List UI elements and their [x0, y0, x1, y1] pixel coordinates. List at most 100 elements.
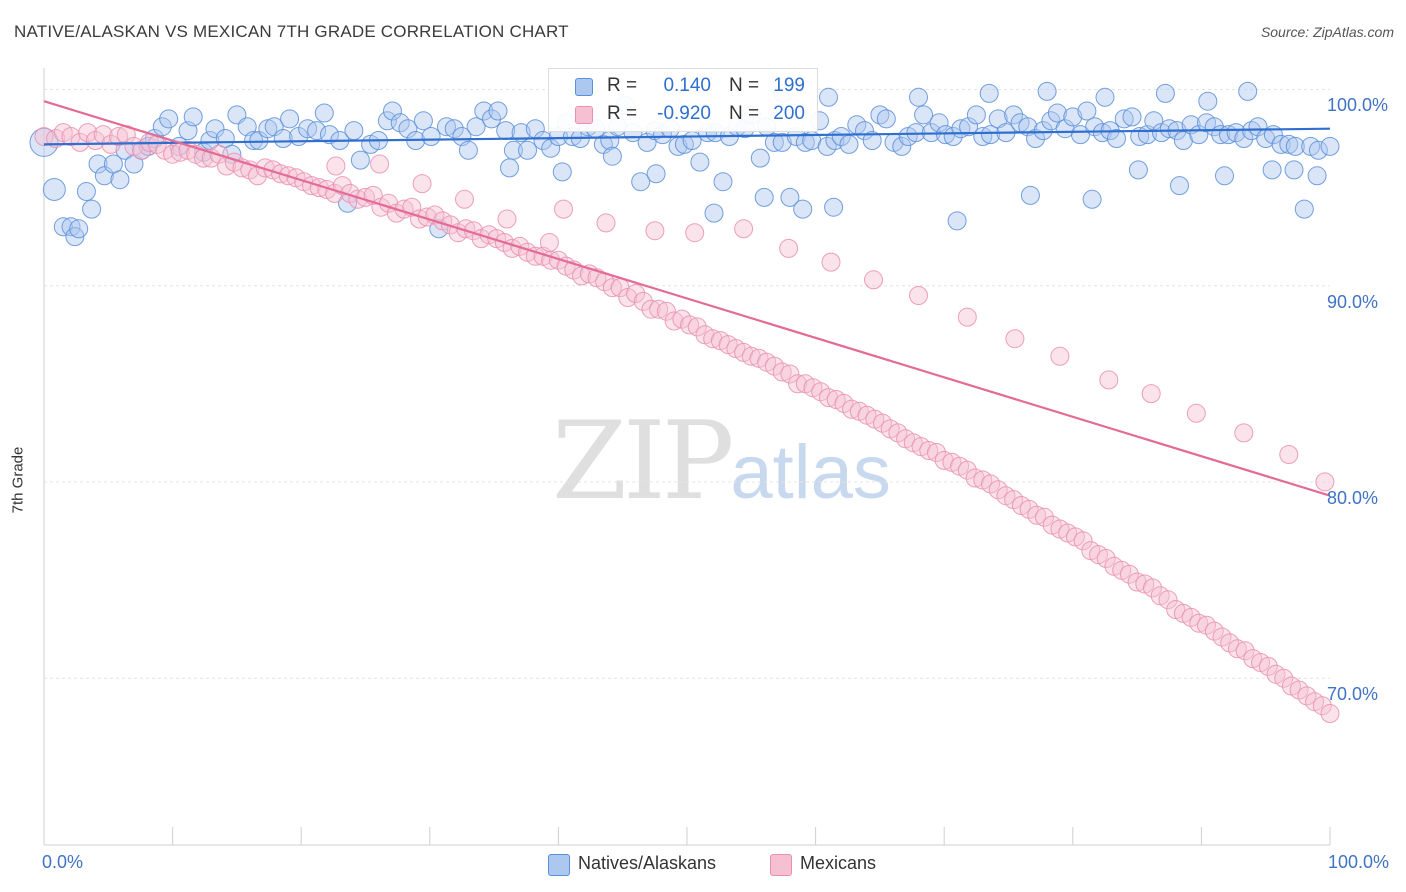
native-point	[280, 109, 300, 129]
native-point	[159, 109, 179, 129]
mexican-point	[1234, 423, 1254, 443]
native-point	[183, 107, 203, 127]
mexican-point	[672, 309, 692, 329]
native-point	[320, 125, 339, 145]
mexican-point	[1186, 403, 1206, 423]
native-point	[1238, 81, 1258, 101]
mexican-point	[412, 174, 432, 194]
mexican-point	[909, 286, 928, 305]
native-point	[1077, 101, 1097, 121]
mexican-point	[927, 443, 946, 462]
mexican-point	[788, 374, 808, 394]
native-point	[754, 187, 774, 207]
native-point	[772, 132, 792, 152]
native-point	[1226, 123, 1246, 143]
native-point	[552, 162, 572, 182]
native-point	[205, 119, 225, 139]
native-point	[488, 101, 508, 121]
mexican-point	[1312, 696, 1332, 716]
mexican-point	[1158, 590, 1178, 610]
native-point	[518, 140, 537, 160]
native-point	[602, 146, 622, 166]
mexican-point	[1235, 641, 1255, 661]
stats-legend: R = 0.140 N = 199 R = -0.920 N = 200	[548, 68, 818, 132]
native-point	[631, 172, 651, 192]
native-point	[482, 109, 501, 129]
native-point	[876, 109, 896, 129]
stats-r-label: R =	[607, 75, 638, 96]
mexican-point	[1197, 615, 1216, 635]
native-point	[959, 117, 979, 137]
native-point	[1262, 160, 1282, 180]
trend-line-natives	[43, 127, 1331, 146]
mexican-point	[1019, 499, 1039, 519]
native-point	[750, 148, 770, 168]
native-point	[244, 131, 264, 150]
mexican-point	[811, 382, 831, 402]
mexican-point	[772, 362, 792, 382]
native-point	[1033, 121, 1053, 141]
native-point	[307, 121, 327, 141]
mexican-point	[864, 270, 883, 290]
native-point	[437, 117, 456, 137]
mexican-point	[1279, 445, 1299, 464]
native-point	[690, 152, 710, 172]
native-point	[466, 117, 486, 137]
mexican-point	[1289, 680, 1309, 700]
native-point	[1114, 109, 1134, 129]
native-point	[1107, 129, 1126, 148]
native-point	[824, 197, 844, 217]
stats-r-label: R =	[607, 103, 638, 124]
mexican-point	[1005, 329, 1025, 349]
x-tick-label-max: 100.0%	[1328, 852, 1390, 872]
mexican-point	[370, 154, 390, 174]
mexican-point	[1096, 549, 1116, 568]
native-point	[500, 158, 519, 178]
mexican-point	[1315, 472, 1335, 492]
native-point	[1020, 185, 1040, 205]
mexican-point	[649, 299, 669, 319]
x-tick-label-min: 0.0%	[42, 852, 84, 872]
legend-swatch-natives	[548, 854, 570, 876]
native-point	[1155, 83, 1175, 103]
y-tick-label-70: 70.0%	[1327, 684, 1379, 705]
native-point	[88, 154, 108, 174]
native-point	[42, 178, 66, 201]
native-point	[69, 219, 89, 239]
native-point	[533, 131, 553, 150]
stats-swatch-mexicans	[575, 106, 593, 124]
series-legend: Natives/Alaskans Mexicans	[0, 852, 1406, 878]
native-point	[1026, 129, 1045, 148]
mexican-point	[1274, 668, 1294, 688]
native-point	[819, 87, 838, 107]
native-point	[1248, 117, 1268, 137]
mexican-point	[1004, 490, 1024, 510]
native-point	[29, 127, 59, 157]
mexican-point	[957, 307, 977, 327]
mexican-point	[656, 301, 676, 321]
native-point	[1004, 105, 1024, 125]
mexican-point	[626, 284, 646, 303]
native-point	[914, 105, 934, 125]
mexican-point	[539, 233, 559, 252]
y-tick-label-90: 90.0%	[1327, 291, 1379, 312]
legend-label-mexicans: Mexicans	[800, 853, 877, 873]
native-point	[1294, 199, 1314, 219]
native-point	[1047, 103, 1067, 123]
mexican-point	[1027, 505, 1047, 525]
axes	[43, 68, 1331, 846]
stats-row-mexicans: R = -0.920 N = 200	[549, 101, 817, 127]
native-point	[421, 127, 441, 146]
mexican-point	[641, 299, 661, 319]
mexican-point	[1320, 704, 1340, 723]
mexican-point	[46, 129, 66, 148]
mexican-point	[1227, 639, 1247, 659]
mexican-point	[554, 199, 573, 219]
native-point	[947, 211, 967, 231]
native-point	[390, 113, 410, 133]
mexican-point	[78, 123, 98, 143]
mexican-point	[680, 315, 700, 335]
native-point	[76, 182, 96, 201]
mexican-point	[834, 393, 854, 413]
mexican-point	[1073, 531, 1093, 551]
